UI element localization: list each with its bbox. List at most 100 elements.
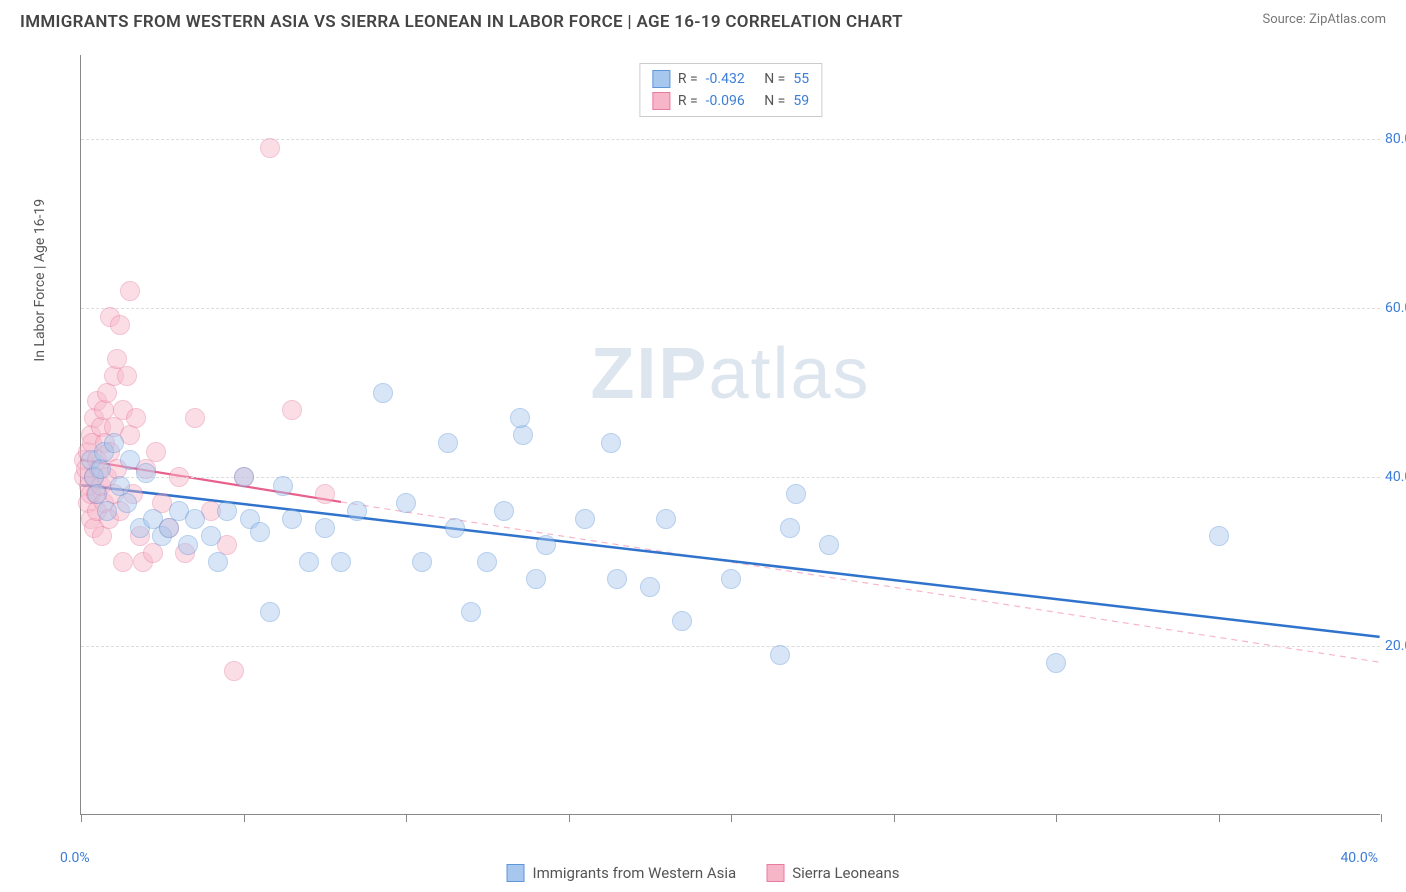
scatter-point (117, 493, 137, 513)
scatter-point (217, 501, 237, 521)
scatter-point (1209, 526, 1229, 546)
swatch-series-2 (652, 92, 670, 110)
scatter-point (208, 552, 228, 572)
scatter-point (721, 569, 741, 589)
gridline (81, 308, 1380, 309)
scatter-point (169, 467, 189, 487)
scatter-point (445, 518, 465, 538)
x-tick (1056, 814, 1057, 822)
r-label: R = (678, 93, 698, 109)
scatter-point (396, 493, 416, 513)
scatter-point (819, 535, 839, 555)
scatter-point (672, 611, 692, 631)
scatter-point (438, 433, 458, 453)
x-tick (1219, 814, 1220, 822)
watermark: ZIPatlas (590, 333, 870, 415)
scatter-point (510, 408, 530, 428)
legend-label-2: Sierra Leoneans (792, 864, 899, 882)
scatter-point (526, 569, 546, 589)
scatter-point (201, 526, 221, 546)
series-legend: Immigrants from Western Asia Sierra Leon… (507, 864, 900, 882)
scatter-point (113, 552, 133, 572)
scatter-point (146, 442, 166, 462)
scatter-point (373, 383, 393, 403)
x-tick (1381, 814, 1382, 822)
r-label: R = (678, 71, 698, 87)
scatter-point (607, 569, 627, 589)
scatter-point (97, 501, 117, 521)
scatter-point (1046, 653, 1066, 673)
n-label: N = (764, 93, 785, 109)
y-tick-label: 40.0% (1385, 469, 1406, 485)
scatter-point (299, 552, 319, 572)
scatter-point (234, 467, 254, 487)
scatter-point (315, 484, 335, 504)
scatter-point (282, 400, 302, 420)
scatter-point (178, 535, 198, 555)
legend-swatch-2 (766, 864, 784, 882)
y-tick-label: 20.0% (1385, 638, 1406, 654)
scatter-point (282, 509, 302, 529)
scatter-point (104, 433, 124, 453)
plot-area: ZIPatlas R = -0.432 N = 55 R = -0.096 N … (80, 55, 1380, 815)
scatter-point (224, 661, 244, 681)
scatter-point (250, 522, 270, 542)
x-axis-min-label: 0.0% (60, 850, 90, 866)
scatter-point (273, 476, 293, 496)
scatter-point (780, 518, 800, 538)
legend-item-1: Immigrants from Western Asia (507, 864, 737, 882)
swatch-series-1 (652, 70, 670, 88)
scatter-point (347, 501, 367, 521)
n-label: N = (764, 71, 785, 87)
scatter-point (770, 645, 790, 665)
scatter-point (656, 509, 676, 529)
legend-row-series-1: R = -0.432 N = 55 (652, 68, 809, 90)
n-value-1: 55 (793, 71, 809, 87)
scatter-point (260, 602, 280, 622)
legend-label-1: Immigrants from Western Asia (533, 864, 737, 882)
y-axis-label: In Labor Force | Age 16-19 (32, 199, 48, 362)
source-attribution: Source: ZipAtlas.com (1262, 12, 1386, 27)
scatter-point (536, 535, 556, 555)
scatter-point (91, 459, 111, 479)
scatter-point (126, 408, 146, 428)
scatter-point (513, 425, 533, 445)
scatter-point (477, 552, 497, 572)
scatter-point (640, 577, 660, 597)
scatter-point (185, 408, 205, 428)
legend-row-series-2: R = -0.096 N = 59 (652, 90, 809, 112)
scatter-point (786, 484, 806, 504)
scatter-point (601, 433, 621, 453)
scatter-point (331, 552, 351, 572)
scatter-point (117, 366, 137, 386)
scatter-point (159, 518, 179, 538)
scatter-point (143, 543, 163, 563)
legend-item-2: Sierra Leoneans (766, 864, 899, 882)
x-tick (244, 814, 245, 822)
x-tick (569, 814, 570, 822)
scatter-point (185, 509, 205, 529)
x-tick (406, 814, 407, 822)
x-axis-max-label: 40.0% (1340, 850, 1378, 866)
scatter-point (136, 463, 156, 483)
y-tick-label: 80.0% (1385, 131, 1406, 147)
r-value-1: -0.432 (706, 71, 745, 87)
correlation-legend: R = -0.432 N = 55 R = -0.096 N = 59 (639, 63, 822, 117)
scatter-point (412, 552, 432, 572)
x-tick (894, 814, 895, 822)
scatter-point (260, 138, 280, 158)
scatter-point (461, 602, 481, 622)
x-tick (731, 814, 732, 822)
scatter-point (494, 501, 514, 521)
scatter-point (120, 281, 140, 301)
scatter-point (110, 315, 130, 335)
trend-lines (81, 55, 1380, 814)
chart-header: IMMIGRANTS FROM WESTERN ASIA VS SIERRA L… (0, 0, 1406, 40)
gridline (81, 646, 1380, 647)
x-tick (81, 814, 82, 822)
chart-title: IMMIGRANTS FROM WESTERN ASIA VS SIERRA L… (20, 12, 903, 32)
scatter-point (315, 518, 335, 538)
chart-container: In Labor Force | Age 16-19 ZIPatlas R = … (50, 55, 1380, 815)
legend-swatch-1 (507, 864, 525, 882)
n-value-2: 59 (793, 93, 809, 109)
